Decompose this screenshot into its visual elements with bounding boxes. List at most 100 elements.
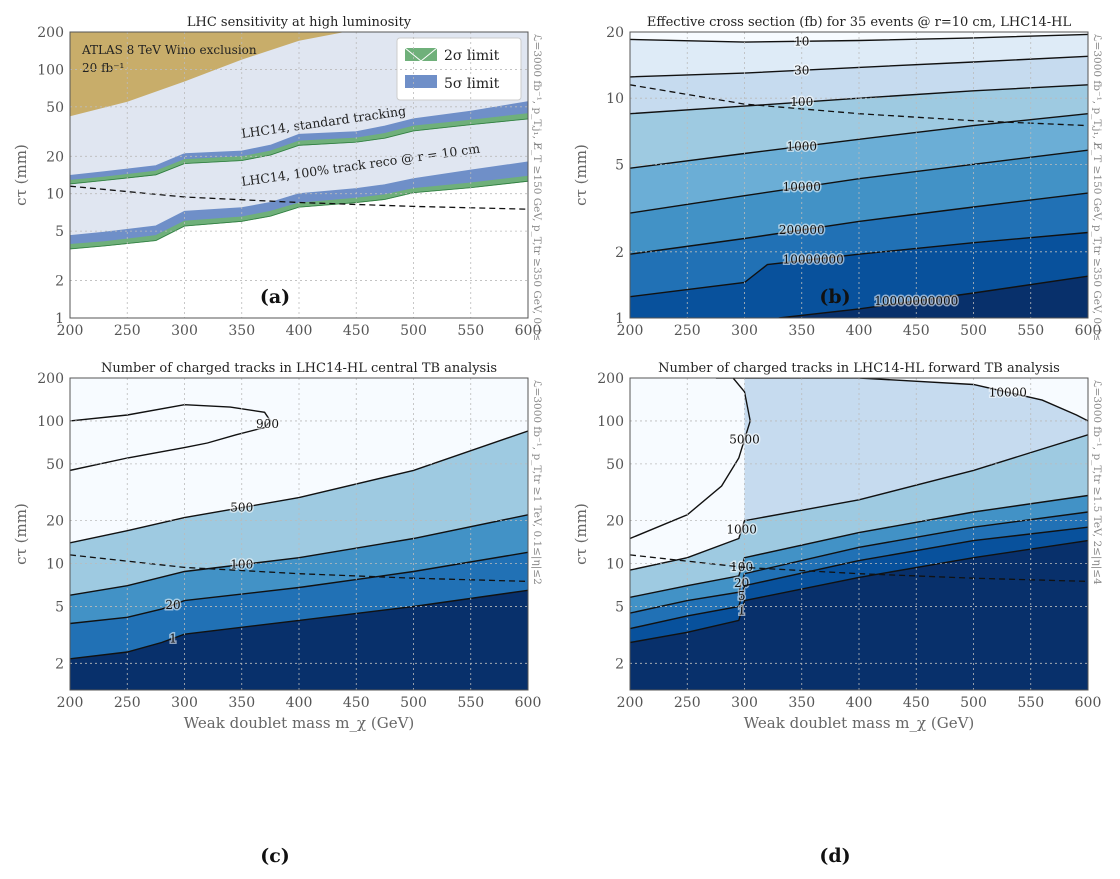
y-tick-label-a: 20 xyxy=(46,149,64,165)
x-tick-label-a: 550 xyxy=(457,323,484,339)
x-tick-label-b: 450 xyxy=(903,323,930,339)
right-side-label-c: ℒ=3000 fb⁻¹, p_T,tr ≥1 TeV, 0.1≤|η|≤2 xyxy=(530,380,543,585)
y-axis-label-c: cτ (mm) xyxy=(12,503,30,565)
x-tick-label-c: 450 xyxy=(343,695,370,711)
x-axis-label-c: Weak doublet mass m_χ (GeV) xyxy=(184,714,415,732)
x-tick-label-b: 200 xyxy=(617,323,644,339)
exclusion-lumi-label: 20 fb⁻¹ xyxy=(82,61,124,75)
x-tick-label-c: 500 xyxy=(400,695,427,711)
contour-label-b-30: 30 xyxy=(794,63,809,77)
contour-line-b-1000 xyxy=(630,113,1088,169)
contour-label-c-900: 900 xyxy=(256,417,279,431)
y-tick-label-b: 1 xyxy=(615,311,624,327)
y-tick-label-b: 2 xyxy=(615,245,624,261)
x-tick-label-c: 400 xyxy=(286,695,313,711)
contour-line-b-10000000 xyxy=(630,231,1088,298)
contour-label-d-10000: 10000 xyxy=(989,385,1027,399)
contour-label-d-5: 5 xyxy=(738,589,746,603)
panel-d: 5000 10000 1000 100 20 5 1 200 250 300 350 400 450 50… xyxy=(560,348,1120,748)
x-tick-label-a: 300 xyxy=(171,323,198,339)
x-tick-label-b: 250 xyxy=(674,323,701,339)
x-tick-label-c: 550 xyxy=(457,695,484,711)
x-tick-label-d: 200 xyxy=(617,695,644,711)
y-tick-label-c: 5 xyxy=(55,600,64,616)
chart-title-d: Number of charged tracks in LHC14-HL for… xyxy=(658,361,1060,376)
contour-line-c-20 xyxy=(70,551,528,625)
y-tick-label-b: 5 xyxy=(615,157,624,173)
contour-fill-b-10000000000 xyxy=(778,276,1088,318)
y-tick-label-c: 50 xyxy=(46,457,64,473)
dashed-r10cm-line-c xyxy=(69,554,529,583)
contour-label-d-20: 20 xyxy=(734,576,749,590)
y-tick-label-a: 2 xyxy=(55,274,64,290)
y-tick-label-b: 10 xyxy=(606,91,624,107)
contour-label-c-1: 1 xyxy=(169,631,177,645)
x-tick-label-b: 350 xyxy=(788,323,815,339)
y-tick-label-a: 5 xyxy=(55,224,64,240)
y-tick-label-d: 10 xyxy=(606,557,624,573)
x-tick-label-d: 450 xyxy=(903,695,930,711)
contour-fill-c-1 xyxy=(70,590,528,690)
chart-title-a: LHC sensitivity at high luminosity xyxy=(187,15,412,30)
plot-frame-b xyxy=(629,31,1089,319)
contour-line-b-10 xyxy=(630,33,1088,43)
caption-c: (c) xyxy=(260,845,290,867)
y-tick-label-a: 1 xyxy=(55,311,64,327)
contour-line-b-10000000000 xyxy=(778,275,1088,318)
chart-b: 1030100100010000200000100000001000000000… xyxy=(572,15,1103,372)
y-axis-label-d: cτ (mm) xyxy=(572,503,590,565)
contour-line-b-200000 xyxy=(630,192,1088,255)
x-tick-label-a: 200 xyxy=(57,323,84,339)
contour-label-d-1000: 1000 xyxy=(726,523,757,537)
x-tick-label-d: 250 xyxy=(674,695,701,711)
x-tick-label-c: 600 xyxy=(515,695,542,711)
exclusion-label: ATLAS 8 TeV Wino exclusion xyxy=(81,43,257,57)
legend-swatch-5sigma xyxy=(405,75,437,88)
right-side-label-a: ℒ=3000 fb⁻¹, p_T,j₁, E̸_T ≥150 GeV, p_T,… xyxy=(530,34,543,340)
x-tick-label-a: 400 xyxy=(286,323,313,339)
contour-line-d-5 xyxy=(630,526,1088,630)
legend-swatch-2sigma xyxy=(405,48,437,61)
right-side-label-b: ℒ=3000 fb⁻¹, p_T,j₁, E̸_T ≥150 GeV, p_T,… xyxy=(1090,34,1103,340)
x-tick-label-b: 600 xyxy=(1075,323,1102,339)
legend-swatch-2sigma-hatch xyxy=(404,47,438,62)
caption-d: (d) xyxy=(819,845,851,867)
legend-entry-5sigma: 5σ limit xyxy=(444,76,500,92)
x-tick-label-d: 300 xyxy=(731,695,758,711)
contour-label-d-1: 1 xyxy=(738,604,746,618)
dashed-r10cm-line-d xyxy=(629,554,1089,583)
contour-label-b-200000: 200000 xyxy=(779,223,825,237)
y-tick-label-c: 10 xyxy=(46,557,64,573)
x-tick-label-b: 400 xyxy=(846,323,873,339)
y-tick-label-c: 20 xyxy=(46,514,64,530)
contour-line-d-100 xyxy=(630,494,1088,598)
band-edge-1 xyxy=(69,180,529,250)
x-axis-label-d: Weak doublet mass m_χ (GeV) xyxy=(744,714,975,732)
x-tick-label-c: 250 xyxy=(114,695,141,711)
x-tick-label-b: 550 xyxy=(1017,323,1044,339)
atlas-exclusion-region xyxy=(70,32,345,117)
y-tick-label-c: 2 xyxy=(55,656,64,672)
x-tick-label-d: 550 xyxy=(1017,695,1044,711)
caption-a: (a) xyxy=(259,286,291,308)
y-tick-label-d: 100 xyxy=(597,414,624,430)
contour-line-c-900 xyxy=(70,403,272,472)
x-tick-label-a: 250 xyxy=(114,323,141,339)
contour-line-c-500 xyxy=(70,430,528,544)
x-tick-label-b: 300 xyxy=(731,323,758,339)
x-tick-label-a: 500 xyxy=(400,323,427,339)
panel-b: 10 30 100 1000 10000 200000 10000000 1000000000… xyxy=(560,0,1120,372)
contour-label-b-10000000000: 10000000000 xyxy=(874,294,958,308)
contour-label-c-500: 500 xyxy=(230,501,253,515)
y-tick-label-a: 10 xyxy=(46,187,64,203)
x-tick-label-a: 450 xyxy=(343,323,370,339)
contour-label-b-1000: 1000 xyxy=(786,139,817,153)
x-tick-label-c: 300 xyxy=(171,695,198,711)
x-tick-label-d: 500 xyxy=(960,695,987,711)
legend-a: 2σ limit 5σ limit xyxy=(396,37,522,101)
y-tick-label-a: 200 xyxy=(37,25,64,41)
y-tick-label-c: 100 xyxy=(37,414,64,430)
